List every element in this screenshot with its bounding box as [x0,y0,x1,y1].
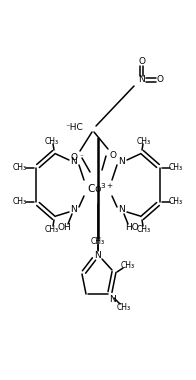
Text: O: O [139,57,145,66]
Text: O: O [156,76,163,84]
Text: N: N [110,294,116,304]
Text: CH₃: CH₃ [117,304,131,312]
Text: N: N [119,206,125,214]
Text: OH: OH [57,223,71,233]
Text: O: O [71,152,77,161]
Text: N: N [119,157,125,166]
Text: CH₃: CH₃ [13,163,27,173]
Text: ⁻: ⁻ [79,154,83,160]
Text: CH₃: CH₃ [45,225,59,233]
Text: CH₃: CH₃ [91,238,105,247]
Text: HO: HO [125,223,139,233]
Text: N: N [95,252,101,261]
Text: ⁻HC: ⁻HC [65,124,83,133]
Text: CH₃: CH₃ [45,136,59,146]
Text: O: O [110,150,116,160]
Text: CH₃: CH₃ [13,198,27,206]
Text: CH₃: CH₃ [169,163,183,173]
Text: CH₃: CH₃ [137,225,151,233]
Text: N: N [71,157,77,166]
Text: Co$^{3+}$: Co$^{3+}$ [87,181,114,195]
Text: N: N [139,76,145,84]
Text: CH₃: CH₃ [121,261,135,271]
Text: CH₃: CH₃ [137,136,151,146]
Text: N: N [71,206,77,214]
Text: CH₃: CH₃ [169,198,183,206]
